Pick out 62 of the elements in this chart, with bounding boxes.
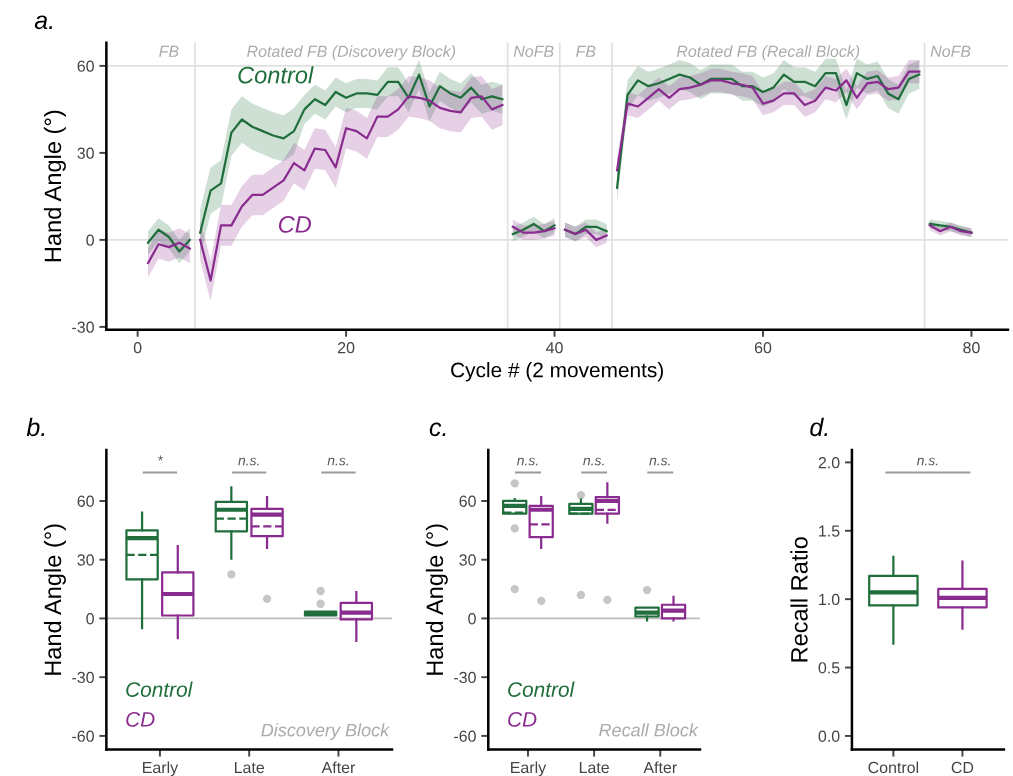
annotation: Discovery Block (261, 723, 390, 741)
x-tick-label: 0 (133, 342, 142, 354)
x-tick-label: 40 (546, 342, 563, 354)
annotation: n.s. (916, 457, 938, 466)
annotation: n.s. (517, 457, 538, 466)
x-tick-label: 80 (963, 342, 980, 354)
annotation: Recall Block (599, 723, 699, 737)
y-tick-label: 0 (86, 613, 94, 625)
annotation: n.s. (327, 457, 348, 466)
y-tick-label: 30 (77, 147, 94, 159)
y-tick-label: -60 (72, 730, 94, 742)
x-tick-label: Late (234, 762, 265, 774)
annotation: n.s. (583, 457, 604, 466)
x-tick-label: CD (951, 761, 974, 774)
y-tick-label: 0 (468, 613, 476, 625)
series-label: CD (278, 216, 312, 233)
y-tick-label: 60 (459, 495, 476, 507)
y-tick-label: 60 (77, 495, 94, 507)
annotation: FB (159, 45, 179, 57)
annotation: NoFB (930, 45, 971, 58)
x-tick-label: 60 (754, 342, 772, 354)
y-tick-label: 0.0 (818, 730, 840, 742)
y-tick-label: 1.0 (819, 593, 840, 606)
chart-title: b. (26, 417, 45, 437)
x-tick-label: After (321, 761, 356, 774)
text: CD (126, 712, 155, 727)
annotation: FB (576, 45, 596, 57)
text: Control (508, 681, 575, 697)
x-axis-title: Cycle # (2 movements) (451, 362, 663, 382)
x-tick-label: Control (868, 761, 919, 774)
y-tick-label: -60 (454, 730, 476, 742)
text: Control (126, 681, 193, 697)
y-axis-title: Hand Angle (°) (43, 524, 66, 675)
chart-title: c. (429, 422, 446, 437)
y-tick-label: 0 (86, 234, 94, 246)
chart-title: a. (34, 15, 53, 30)
chart-title: d. (810, 417, 828, 437)
x-tick-label: Late (579, 762, 609, 774)
y-tick-label: 30 (77, 554, 94, 566)
y-tick-label: 1.5 (819, 525, 840, 537)
y-axis-title: Hand Angle (°) (43, 110, 66, 262)
y-tick-label: -30 (454, 671, 476, 684)
text: CD (508, 712, 537, 727)
annotation: * (158, 455, 163, 461)
y-tick-label: 0.5 (818, 662, 840, 674)
annotation: Rotated FB (Recall Block) (676, 45, 860, 61)
x-tick-label: After (643, 761, 677, 774)
y-tick-label: 2.0 (818, 457, 840, 469)
y-tick-label: -30 (72, 321, 94, 333)
x-tick-label: Early (511, 761, 547, 776)
annotation: Rotated FB (Discovery Block) (247, 45, 456, 61)
annotation: NoFB (513, 45, 554, 58)
x-tick-label: Early (143, 761, 179, 776)
annotation: n.s. (649, 457, 670, 466)
series-label: Control (238, 66, 314, 84)
y-axis-title: Hand Angle (°) (425, 524, 448, 675)
x-tick-label: 20 (338, 342, 355, 354)
y-tick-label: 30 (459, 554, 476, 566)
annotation: n.s. (238, 457, 259, 466)
y-axis-title: Recall Ratio (790, 537, 808, 662)
y-tick-label: -30 (72, 671, 94, 684)
y-tick-label: 60 (77, 60, 94, 72)
